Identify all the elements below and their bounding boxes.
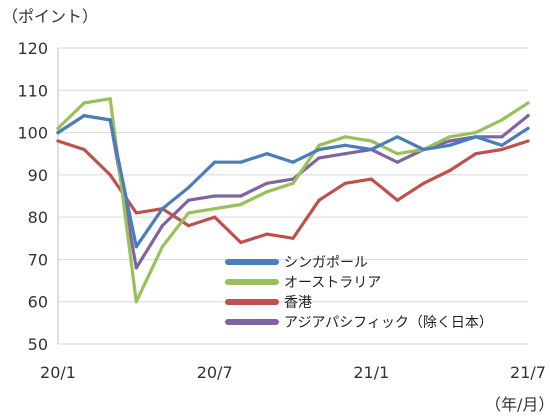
y-tick-label: 60: [28, 293, 48, 312]
data-point: [474, 130, 478, 135]
data-point: [421, 181, 426, 185]
data-point: [265, 190, 269, 194]
data-point: [317, 156, 321, 160]
x-axis-unit-label: （年/月）: [485, 395, 550, 414]
data-point: [108, 118, 112, 122]
data-point: [56, 126, 60, 130]
y-tick-label: 90: [28, 166, 48, 185]
data-point: [134, 266, 138, 270]
data-point: [369, 177, 373, 181]
data-point: [343, 143, 347, 147]
legend-label: シンガポール: [284, 255, 368, 271]
y-axis-ticks: 50 60 70 80 90 100 110 120: [17, 39, 48, 354]
data-point: [108, 97, 112, 101]
data-point: [448, 169, 452, 173]
legend-label: オーストラリア: [284, 275, 381, 291]
data-point: [526, 126, 530, 130]
data-point: [186, 185, 191, 190]
data-point: [291, 236, 295, 240]
data-point: [343, 152, 347, 156]
data-point: [82, 147, 86, 152]
y-tick-label: 80: [28, 208, 48, 227]
data-point: [239, 160, 243, 164]
data-point: [500, 118, 504, 122]
data-point: [160, 224, 165, 228]
data-point: [526, 139, 530, 143]
y-axis-unit-label: （ポイント）: [2, 7, 98, 26]
data-point: [239, 240, 243, 245]
data-point: [213, 194, 217, 198]
data-point: [134, 245, 138, 249]
data-point: [395, 135, 400, 139]
data-point: [265, 152, 269, 156]
x-axis-ticks: 20/1 20/7 21/1 21/7: [40, 363, 546, 382]
data-point: [134, 300, 138, 304]
data-point: [82, 114, 86, 118]
data-point: [160, 245, 165, 249]
x-tick-label: 20/1: [40, 363, 76, 382]
data-point: [448, 135, 452, 139]
data-point: [500, 135, 504, 139]
data-point: [526, 101, 530, 105]
y-tick-label: 50: [28, 335, 48, 354]
data-point: [186, 224, 191, 228]
data-point: [160, 207, 165, 211]
y-tick-label: 70: [28, 250, 48, 269]
data-point: [526, 114, 530, 118]
data-point: [448, 139, 452, 143]
legend-label: アジアパシフィック（除く日本）: [284, 315, 493, 331]
data-point: [317, 143, 321, 147]
data-point: [343, 135, 347, 139]
data-point: [213, 207, 217, 211]
data-point: [291, 181, 295, 185]
series-lines: [56, 97, 530, 304]
data-point: [239, 202, 243, 207]
y-tick-label: 110: [17, 81, 48, 100]
data-point: [395, 160, 400, 164]
x-tick-label: 21/1: [353, 363, 389, 382]
y-tick-label: 120: [17, 39, 48, 58]
data-point: [82, 101, 86, 105]
x-tick-label: 20/7: [197, 363, 233, 382]
data-point: [474, 152, 478, 156]
data-point: [343, 181, 347, 185]
data-point: [134, 211, 138, 215]
data-point: [421, 147, 426, 152]
data-point: [395, 198, 400, 202]
data-point: [239, 194, 243, 198]
data-point: [108, 173, 112, 177]
data-point: [500, 147, 504, 152]
data-point: [213, 160, 217, 164]
data-point: [369, 139, 373, 143]
y-tick-label: 100: [17, 124, 48, 143]
data-point: [56, 130, 60, 135]
data-point: [291, 160, 295, 164]
data-point: [317, 198, 321, 202]
x-tick-label: 21/7: [510, 363, 546, 382]
data-point: [317, 147, 321, 152]
data-point: [186, 198, 191, 202]
legend-label: 香港: [284, 295, 312, 311]
data-point: [500, 143, 504, 147]
data-point: [56, 139, 60, 143]
data-point: [448, 143, 452, 147]
data-point: [213, 215, 217, 219]
data-point: [186, 211, 191, 215]
data-point: [369, 147, 373, 152]
data-point: [395, 152, 400, 156]
data-point: [265, 232, 269, 236]
data-point: [474, 135, 478, 139]
data-point: [265, 181, 269, 185]
